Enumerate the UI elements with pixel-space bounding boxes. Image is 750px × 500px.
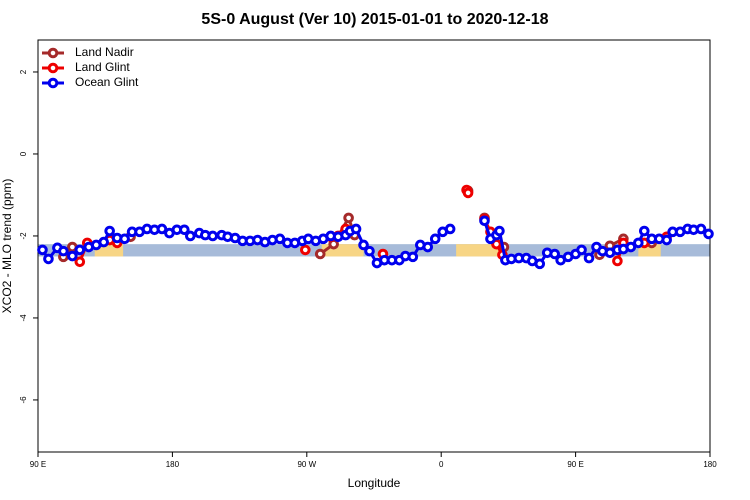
y-tick-label: -4 — [19, 314, 28, 322]
x-tick-label: 90 E — [567, 460, 583, 469]
point — [638, 225, 650, 237]
legend-marker — [47, 47, 59, 59]
point — [274, 233, 286, 245]
point — [479, 215, 490, 227]
point — [612, 255, 623, 267]
point — [343, 212, 354, 224]
point — [156, 223, 168, 235]
x-axis-label: Longitude — [348, 476, 401, 490]
point — [207, 230, 219, 242]
point — [104, 225, 115, 237]
legend-label: Land Glint — [75, 60, 130, 74]
point — [364, 245, 375, 257]
point — [661, 234, 672, 246]
legend-label: Land Nadir — [75, 45, 134, 59]
legend-marker — [47, 62, 59, 74]
point — [703, 228, 714, 240]
y-tick-label: -2 — [19, 232, 28, 240]
y-tick-label: -6 — [19, 396, 28, 404]
point — [300, 244, 311, 256]
point — [58, 245, 69, 257]
chart-title: 5S-0 August (Ver 10) 2015-01-01 to 2020-… — [201, 11, 548, 28]
plot-frame — [37, 39, 711, 453]
point — [314, 248, 326, 260]
point — [549, 248, 560, 260]
point — [444, 223, 456, 235]
y-axis-label: XCO2 - MLO trend (ppm) — [0, 179, 14, 314]
point — [74, 256, 86, 268]
point — [494, 225, 505, 237]
land-band — [321, 244, 364, 257]
point — [407, 251, 419, 263]
point — [583, 252, 595, 264]
y-tick-label: 0 — [19, 151, 28, 156]
point — [633, 237, 644, 249]
point — [422, 241, 434, 253]
point — [350, 223, 362, 235]
x-tick-label: 180 — [166, 460, 180, 469]
point — [119, 233, 130, 245]
point — [625, 241, 637, 253]
point — [695, 223, 707, 235]
point — [185, 230, 196, 242]
point — [37, 244, 48, 256]
legend-marker — [47, 77, 59, 89]
point — [576, 244, 587, 256]
legend-label: Ocean Glint — [75, 75, 139, 89]
point — [534, 258, 546, 270]
point — [429, 233, 441, 245]
point — [67, 250, 78, 262]
point — [179, 224, 190, 236]
land-band — [456, 244, 501, 257]
x-tick-label: 90 W — [297, 460, 316, 469]
x-tick-label: 180 — [703, 460, 717, 469]
point — [358, 239, 369, 251]
x-tick-label: 90 E — [30, 460, 46, 469]
point — [43, 253, 54, 265]
x-tick-label: 0 — [439, 460, 444, 469]
y-tick-label: 2 — [19, 69, 28, 74]
point — [74, 244, 86, 256]
point — [98, 236, 110, 248]
point — [462, 187, 474, 199]
